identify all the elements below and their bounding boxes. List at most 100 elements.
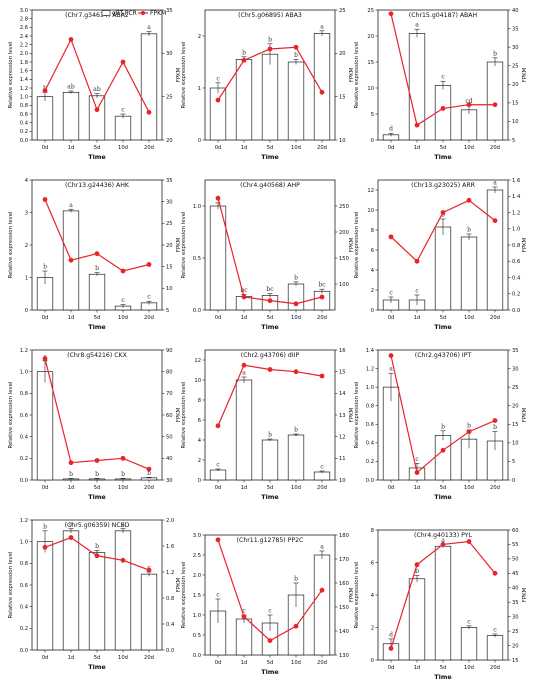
fpkm-point — [215, 97, 221, 103]
y-tick-label: 0.0 — [20, 648, 28, 654]
x-tick-label: 10d — [464, 665, 474, 671]
y-axis-label: Relative expression level — [8, 211, 14, 278]
y-tick-label: 15 — [367, 60, 374, 66]
y2-tick-label: 13 — [339, 413, 346, 419]
x-tick-label: 10d — [291, 485, 301, 491]
y2-axis-label: FPKM — [522, 67, 528, 82]
fpkm-point — [319, 373, 325, 379]
y-axis-label: Relative expression level — [354, 381, 360, 448]
significance-letter: c — [389, 290, 393, 297]
y2-tick-label: 25 — [512, 64, 519, 70]
y-tick-label: 0.8 — [20, 103, 28, 109]
y2-axis-label: FPKM — [522, 237, 528, 252]
y2-tick-label: 0.6 — [512, 259, 520, 265]
chart-title: (Chr5.g06359) NCED — [65, 522, 130, 529]
significance-letter: b — [294, 427, 298, 434]
fpkm-point — [120, 455, 126, 461]
x-tick-label: 5d — [94, 315, 101, 321]
y2-axis-label: FPKM — [522, 587, 528, 602]
x-tick-label: 0d — [42, 655, 49, 661]
fpkm-point — [388, 234, 394, 240]
fpkm-line — [44, 358, 150, 470]
significance-letter: b — [441, 212, 445, 219]
y2-tick-label: 25 — [512, 385, 519, 391]
y-tick-label: 1.2 — [20, 518, 28, 524]
fpkm-point — [414, 562, 420, 568]
chart-title: (Chr13.g23025) ARR — [411, 182, 476, 189]
significance-letter: b — [95, 471, 99, 478]
fpkm-line — [44, 199, 150, 272]
chart-panel-10: (Chr5.g06359) NCED 0.0 0.2 0.4 0.6 0.8 1.0 1.2 0… — [8, 518, 182, 671]
y2-tick-label: 15 — [512, 422, 519, 428]
y2-tick-label: 2.0 — [166, 518, 174, 524]
y2-tick-label: 250 — [339, 204, 349, 210]
y-tick-label: 0.4 — [20, 434, 29, 440]
y-tick-label: 0 — [371, 308, 374, 314]
chart-title: (Chr15.g04187) ABAH — [409, 12, 478, 19]
chart-title: (Chr4.g40133) PYL — [414, 532, 472, 539]
fpkm-point — [120, 59, 126, 65]
y2-tick-label: 20 — [166, 243, 173, 249]
x-tick-label: 0d — [215, 660, 222, 666]
y2-tick-label: 60 — [512, 528, 519, 534]
significance-letter: b — [294, 274, 298, 281]
significance-letter: a — [69, 202, 73, 209]
y2-tick-label: 100 — [339, 282, 349, 288]
bar — [62, 91, 80, 141]
x-tick-label: 0d — [215, 145, 222, 151]
significance-letter: b — [268, 36, 272, 43]
x-tick-label: 0d — [388, 315, 395, 321]
y-tick-label: 1.0 — [20, 369, 28, 375]
y-tick-label: 1.5 — [193, 593, 201, 599]
significance-letter: b — [294, 576, 298, 583]
significance-letter: a — [147, 24, 151, 31]
x-axis-label: Time — [88, 153, 106, 161]
x-tick-label: 10d — [464, 315, 474, 321]
bar — [209, 205, 227, 311]
y2-tick-label: 25 — [166, 94, 173, 100]
y2-tick-label: 1.4 — [512, 194, 521, 200]
y2-tick-label: 1.2 — [166, 570, 174, 576]
legend-line-marker — [141, 11, 145, 15]
fpkm-point — [466, 197, 472, 203]
y-tick-label: 0.2 — [20, 626, 28, 632]
significance-letter: b — [121, 471, 125, 478]
x-axis-label: Time — [261, 153, 279, 161]
bar — [313, 290, 331, 311]
y2-tick-label: 130 — [339, 653, 349, 659]
fpkm-point — [120, 557, 126, 563]
fpkm-point — [94, 107, 100, 113]
y-tick-label: 0.6 — [20, 112, 28, 118]
y2-tick-label: 15 — [512, 658, 519, 664]
y2-tick-label: 150 — [339, 605, 349, 611]
y2-tick-label: 1.2 — [512, 210, 520, 216]
x-tick-label: 0d — [215, 485, 222, 491]
y2-tick-label: 35 — [512, 348, 519, 354]
y-tick-label: 2 — [371, 625, 374, 631]
x-tick-label: 10d — [291, 660, 301, 666]
fpkm-point — [319, 89, 325, 95]
fpkm-point — [68, 257, 74, 263]
significance-letter: b — [415, 568, 419, 575]
y-tick-label: 10 — [367, 86, 374, 92]
x-tick-label: 0d — [42, 145, 49, 151]
y-tick-label: 1.2 — [366, 366, 374, 372]
chart-panel-2: (Chr5.g06895) ABA3 0 1 2 10 15 20 25 Relative ex… — [181, 8, 355, 161]
y2-tick-label: 25 — [166, 221, 173, 227]
y-tick-label: 1.0 — [193, 613, 201, 619]
fpkm-point — [440, 542, 446, 547]
y-tick-label: 2.2 — [20, 42, 28, 48]
x-tick-label: 20d — [144, 655, 154, 661]
y-tick-label: 0.8 — [20, 561, 28, 567]
y2-tick-label: 30 — [512, 45, 519, 51]
y-tick-label: 0.6 — [366, 422, 374, 428]
x-tick-label: 10d — [118, 655, 128, 661]
x-tick-label: 1d — [414, 145, 421, 151]
y2-axis-label: FPKM — [349, 407, 355, 422]
fpkm-point — [319, 587, 325, 593]
fpkm-point — [68, 37, 74, 42]
y2-axis-label: FPKM — [349, 237, 355, 252]
fpkm-point — [68, 535, 74, 540]
x-tick-label: 1d — [241, 485, 248, 491]
y2-tick-label: 35 — [512, 600, 519, 606]
